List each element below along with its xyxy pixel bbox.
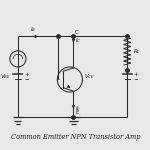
Text: −: − [24,76,29,81]
Text: +: + [24,72,29,78]
Text: C: C [74,30,78,35]
Text: $I_E$: $I_E$ [75,104,81,113]
Text: $I_B$: $I_B$ [30,25,36,34]
Text: Common Emitter NPN Transistor Amp: Common Emitter NPN Transistor Amp [11,133,141,141]
Text: $V_{CE}$: $V_{CE}$ [84,72,95,81]
Text: +: + [134,72,138,78]
Text: $V_{BE}$: $V_{BE}$ [0,72,11,81]
Text: −: − [134,76,138,81]
Text: $R_L$: $R_L$ [133,47,140,56]
Text: $I_C$: $I_C$ [75,36,82,45]
Text: E: E [75,110,79,115]
